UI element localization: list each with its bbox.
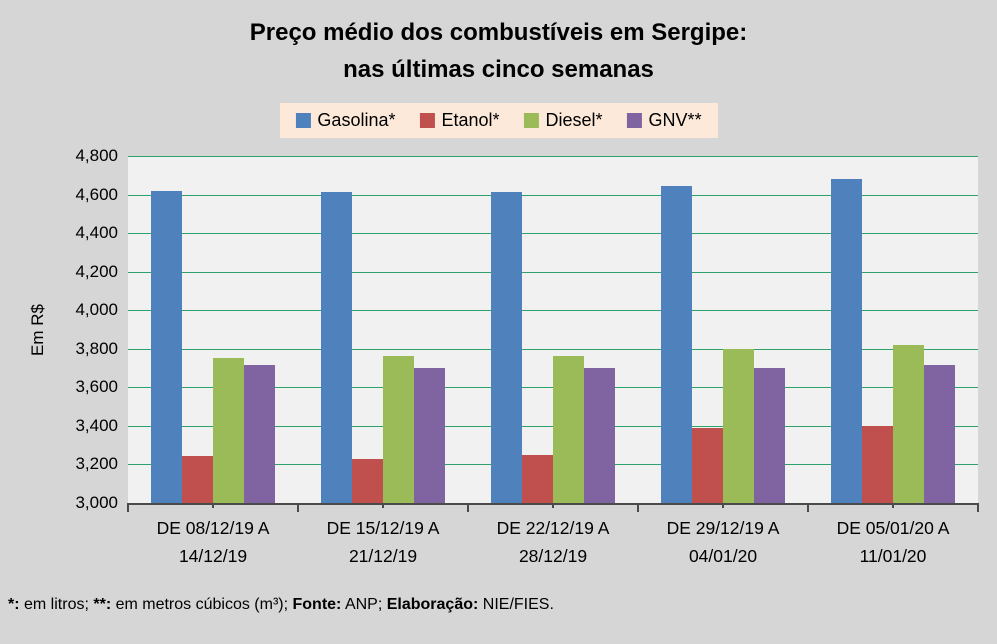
chart-legend: Gasolina* Etanol* Diesel* GNV** [279,103,718,138]
category-label-line1: DE 15/12/19 A [326,518,440,538]
x-axis-major-tick [977,503,979,512]
category-label-line1: DE 05/01/20 A [836,518,950,538]
footnote-segment: ANP; [341,596,387,613]
footnote-segment: **: [93,596,112,613]
legend-item-etanol: Etanol* [419,110,500,131]
category-label-line2: 14/12/19 [178,546,248,566]
chart-title-line2: nas últimas cinco semanas [343,56,654,83]
y-axis-tick-label: 4,600 [75,184,118,204]
y-gridline [128,271,978,273]
bar-gasolina-week5 [831,179,862,503]
category-label-line2: 21/12/19 [348,546,418,566]
bar-gnv-week2 [414,368,445,503]
y-gridline [128,310,978,312]
y-axis-tick-label: 3,600 [75,377,118,397]
footnote-segment: Elaboração: [386,596,479,613]
x-axis-category-label: DE 15/12/19 A 21/12/19 [298,514,468,570]
footnote-segment: em litros; [19,596,94,613]
bar-gasolina-week3 [491,191,522,503]
bar-gasolina-week1 [151,190,182,503]
category-label-line2: 11/01/20 [859,546,927,566]
y-axis-tick-label: 4,000 [75,300,118,320]
legend-label: Gasolina* [317,110,396,130]
x-axis-category-label: DE 08/12/19 A 14/12/19 [128,514,298,570]
x-axis-category-label: DE 05/01/20 A 11/01/20 [808,514,978,570]
footnote-segment: Fonte: [292,596,342,613]
bar-diesel-week2 [383,355,414,503]
category-label-line2: 04/01/20 [688,546,758,566]
footnote-segment: *: [8,596,20,613]
y-gridline [128,156,978,157]
y-axis-tick-label: 4,800 [75,146,118,165]
chart-title-line1: Preço médio dos combustíveis em Sergipe: [249,19,748,46]
y-axis-tick-label: 4,400 [75,223,118,243]
y-gridline [128,194,978,196]
x-axis-major-tick [467,503,469,512]
y-axis-title: Em R$ [28,303,47,356]
footnote-segment: em metros cúbicos (m³); [111,596,293,613]
legend-swatch-icon [295,113,311,128]
y-axis-tick-label: 3,400 [75,415,118,435]
legend-swatch-icon [626,113,642,128]
bar-etanol-week1 [182,455,213,503]
bar-diesel-week1 [213,358,244,503]
category-label-line2: 28/12/19 [518,546,588,566]
legend-item-gasolina: Gasolina* [295,110,395,131]
x-axis-major-tick [807,503,809,512]
y-axis-tick-label: 3,200 [75,454,118,474]
x-axis-category-label: DE 29/12/19 A 04/01/20 [638,514,808,570]
legend-item-diesel: Diesel* [523,110,603,131]
category-label-line1: DE 22/12/19 A [496,518,610,538]
legend-label: Etanol* [441,110,500,130]
x-axis-major-tick [297,503,299,512]
legend-swatch-icon [419,113,435,128]
y-gridline [128,348,978,350]
bar-gasolina-week4 [661,185,692,503]
bar-diesel-week4 [723,348,754,503]
legend-label: Diesel* [545,110,603,130]
x-axis-major-tick [127,503,129,512]
bar-gnv-week3 [584,368,615,503]
x-axis-minor-tick [722,503,724,508]
bar-etanol-week4 [692,427,723,503]
legend-label: GNV** [648,110,702,130]
bar-etanol-week3 [522,454,553,503]
x-axis-minor-tick [382,503,384,508]
y-axis-tick-label: 4,200 [75,261,118,281]
bar-diesel-week3 [553,356,584,503]
x-axis-major-tick [637,503,639,512]
bar-diesel-week5 [893,344,924,503]
category-label-line1: DE 08/12/19 A [156,518,270,538]
bar-gnv-week4 [754,368,785,503]
footnote-segment: NIE/FIES. [478,596,554,613]
x-axis-minor-tick [212,503,214,508]
y-gridline [128,233,978,235]
chart-title: Preço médio dos combustíveis em Sergipe:… [0,14,997,88]
bar-gnv-week1 [244,365,275,503]
x-axis-category-label: DE 22/12/19 A 28/12/19 [468,514,638,570]
x-axis-minor-tick [552,503,554,508]
legend-swatch-icon [523,113,539,128]
legend-item-gnv: GNV** [626,110,702,131]
bar-gasolina-week2 [321,191,352,503]
bar-gnv-week5 [924,365,955,503]
bar-etanol-week5 [862,425,893,503]
y-axis-tick-label: 3,000 [75,493,118,512]
x-axis-minor-tick [892,503,894,508]
bar-etanol-week2 [352,458,383,503]
category-label-line1: DE 29/12/19 A [666,518,780,538]
chart-footnote: *: em litros; **: em metros cúbicos (m³)… [8,596,554,614]
y-axis-tick-label: 3,800 [75,338,118,358]
